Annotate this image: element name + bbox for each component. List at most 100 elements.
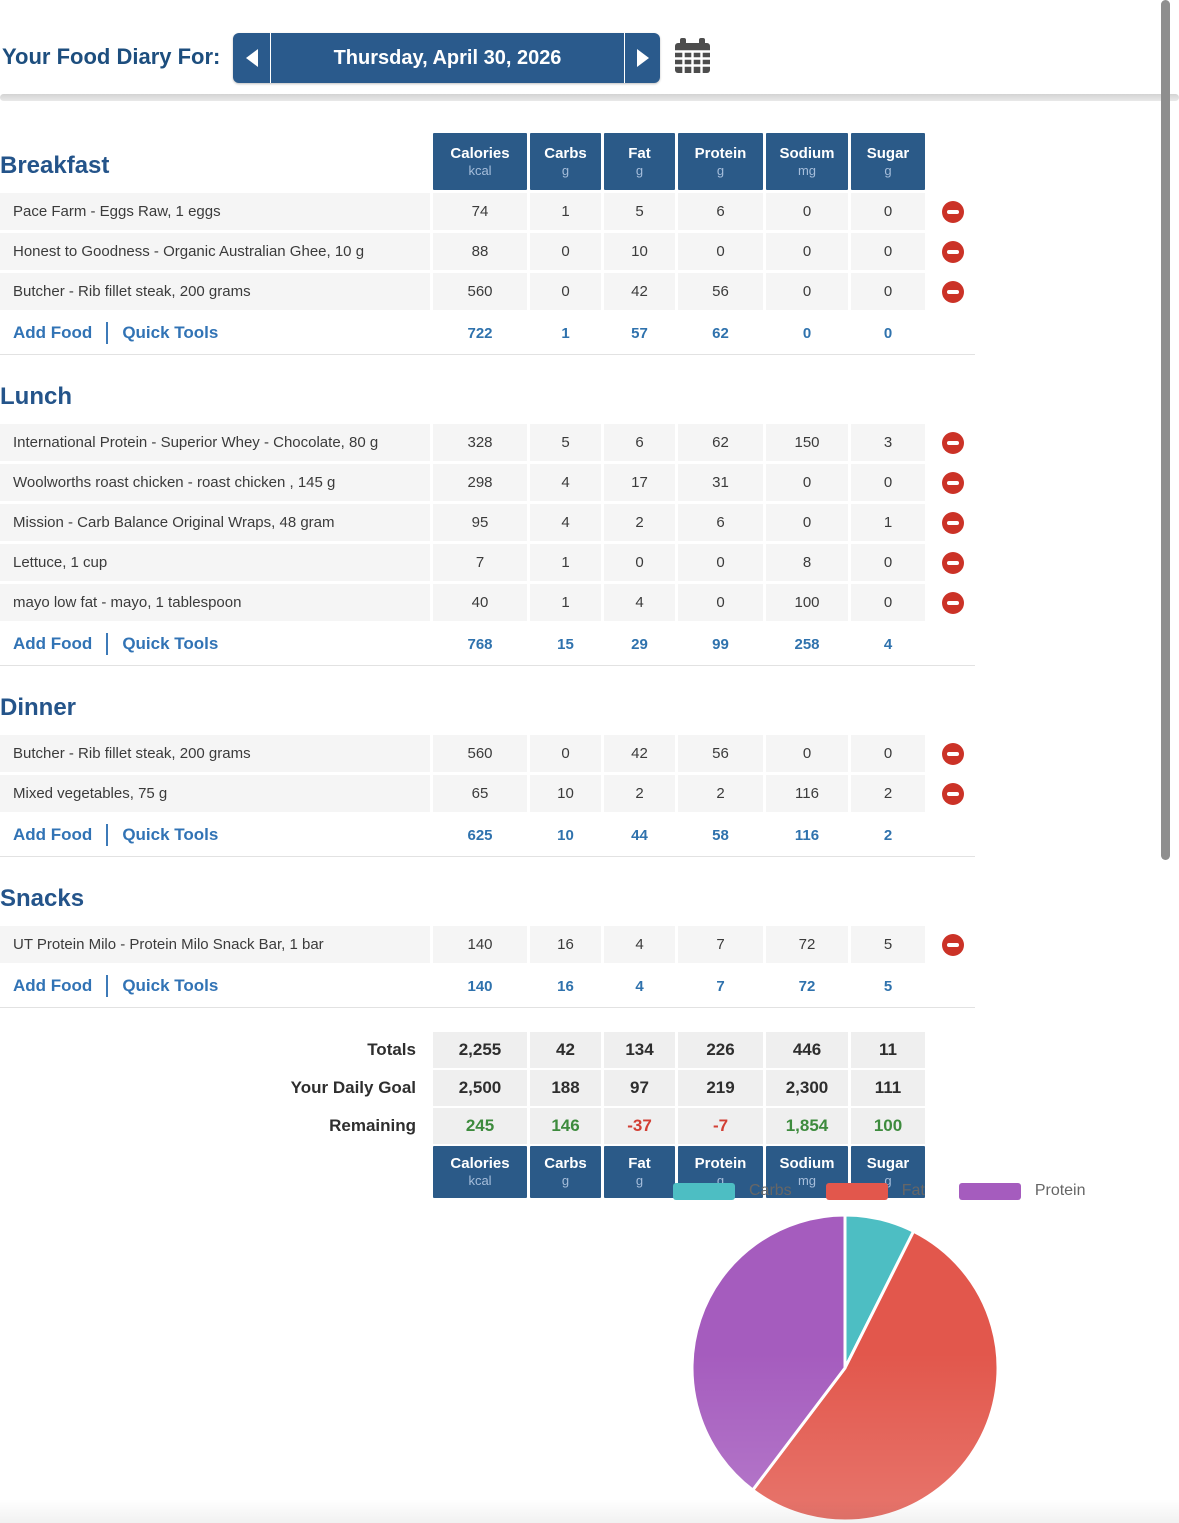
column-header-label: Carbs	[544, 1155, 587, 1172]
footer-spacer	[0, 1146, 430, 1198]
nutrient-value: 62	[678, 424, 763, 461]
your-daily-goal-label: Your Daily Goal	[290, 1078, 416, 1097]
quick-tools-link[interactable]: Quick Tools	[122, 323, 219, 342]
meal-title: Lunch	[0, 383, 72, 410]
column-header-fat: Fat g	[604, 133, 675, 190]
remaining-value: -37	[604, 1108, 675, 1144]
meal-section-snacks: Snacks UT Protein Milo - Protein Milo Sna…	[0, 879, 977, 1008]
nutrient-value: 2	[851, 775, 925, 812]
column-header-label: Fat	[628, 1155, 651, 1172]
column-header-unit: g	[716, 162, 725, 178]
column-header-label: Fat	[628, 144, 651, 162]
previous-day-button[interactable]	[233, 33, 271, 83]
column-header-unit: kcal	[468, 1173, 492, 1188]
delete-cell	[928, 926, 977, 963]
food-name: UT Protein Milo - Protein Milo Snack Bar…	[0, 926, 430, 963]
nutrient-value: 0	[766, 504, 848, 541]
next-day-button[interactable]	[624, 33, 660, 83]
header-divider	[0, 94, 1179, 101]
nutrient-value: 100	[766, 584, 848, 621]
nutrient-value: 4	[604, 584, 675, 621]
pie-gloss-overlay	[692, 1215, 998, 1521]
delete-cell	[928, 735, 977, 772]
row-spacer	[928, 966, 977, 1007]
delete-button[interactable]	[941, 280, 964, 303]
row-spacer	[928, 624, 977, 665]
quick-tools-link[interactable]: Quick Tools	[122, 825, 219, 844]
delete-button[interactable]	[941, 240, 964, 263]
add-food-link[interactable]: Add Food	[13, 323, 93, 342]
nutrient-value: 7	[678, 926, 763, 963]
left-arrow-icon	[245, 49, 258, 67]
meal-total-value: 29	[631, 636, 648, 653]
quick-tools-link[interactable]: Quick Tools	[122, 634, 219, 653]
delete-cell	[928, 584, 977, 621]
diary-content: Breakfast Calories kcal Carbs g Fat g Protein g S…	[0, 133, 977, 1198]
delete-button[interactable]	[941, 782, 964, 805]
nutrient-value: 5	[851, 926, 925, 963]
totals-value: 226	[678, 1032, 763, 1068]
delete-button[interactable]	[941, 591, 964, 614]
legend-item-carbs: Carbs	[673, 1182, 792, 1200]
food-name: Woolworths roast chicken - roast chicken…	[0, 464, 430, 501]
add-food-link[interactable]: Add Food	[13, 976, 93, 995]
delete-button[interactable]	[941, 742, 964, 765]
nutrient-value: 0	[851, 544, 925, 581]
meal-actions: Add Food Quick Tools	[0, 966, 430, 1007]
link-separator	[106, 975, 109, 997]
delete-button[interactable]	[941, 933, 964, 956]
delete-button[interactable]	[941, 431, 964, 454]
meal-section-dinner: Dinner Butcher - Rib fillet steak, 200 gr…	[0, 688, 977, 857]
add-food-link[interactable]: Add Food	[13, 634, 93, 653]
minus-icon	[946, 791, 959, 796]
nutrient-value: 7	[433, 544, 527, 581]
current-date[interactable]: Thursday, April 30, 2026	[333, 46, 562, 69]
delete-button[interactable]	[941, 200, 964, 223]
nutrient-value: 0	[766, 735, 848, 772]
nutrient-value: 0	[851, 193, 925, 230]
nutrient-value: 74	[433, 193, 527, 230]
date-navigator: Thursday, April 30, 2026	[233, 33, 660, 83]
delete-button[interactable]	[941, 551, 964, 574]
remaining-value: 100	[851, 1108, 925, 1144]
meal-actions: Add Food Quick Tools	[0, 624, 430, 665]
nutrient-value: 116	[766, 775, 848, 812]
calendar-icon[interactable]	[674, 37, 712, 77]
nutrient-value: 0	[851, 584, 925, 621]
add-food-link[interactable]: Add Food	[13, 825, 93, 844]
meal-title: Dinner	[0, 694, 77, 721]
column-header-unit: g	[635, 162, 644, 178]
column-header-label: Sugar	[866, 1155, 910, 1172]
meal-total-value: 0	[802, 325, 812, 342]
minus-icon	[946, 289, 959, 294]
row-spacer	[928, 1108, 977, 1144]
quick-tools-link[interactable]: Quick Tools	[122, 976, 219, 995]
food-name: Mission - Carb Balance Original Wraps, 4…	[0, 504, 430, 541]
delete-button[interactable]	[941, 471, 964, 494]
minus-icon	[946, 249, 959, 254]
nutrient-value: 5	[604, 193, 675, 230]
column-header-unit: g	[561, 1173, 570, 1188]
nutrient-value: 0	[766, 193, 848, 230]
delete-button[interactable]	[941, 511, 964, 534]
footer-column-header-calories: Calories kcal	[433, 1146, 527, 1198]
nutrient-value: 10	[530, 775, 601, 812]
food-name: Lettuce, 1 cup	[0, 544, 430, 581]
column-header-unit: g	[884, 1173, 892, 1188]
column-header-unit: kcal	[468, 162, 492, 178]
footer-column-header-carbs: Carbs g	[530, 1146, 601, 1198]
nutrient-value: 2	[678, 775, 763, 812]
nutrient-value: 10	[604, 233, 675, 270]
scrollbar-thumb[interactable]	[1161, 0, 1170, 860]
nutrient-value: 3	[851, 424, 925, 461]
legend-label: Fat	[901, 1182, 925, 1199]
row-spacer	[928, 313, 977, 354]
totals-value: 2,255	[433, 1032, 527, 1068]
food-name: Butcher - Rib fillet steak, 200 grams	[0, 273, 430, 310]
nutrient-value: 0	[851, 273, 925, 310]
nutrient-value: 88	[433, 233, 527, 270]
your-daily-goal-value: 2,300	[766, 1070, 848, 1106]
nutrient-value: 0	[604, 544, 675, 581]
meal-total-value: 4	[635, 978, 644, 995]
delete-cell	[928, 273, 977, 310]
